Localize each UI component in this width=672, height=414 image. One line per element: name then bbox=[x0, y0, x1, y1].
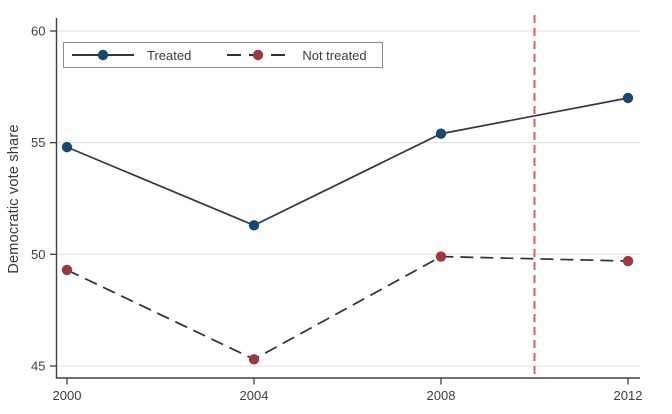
y-tick-label: 60 bbox=[31, 24, 45, 39]
data-point bbox=[248, 354, 260, 365]
data-point bbox=[61, 264, 73, 276]
y-tick-label: 55 bbox=[31, 135, 45, 150]
series-line-treated bbox=[66, 97, 629, 227]
legend-item-not-treated: Not treated bbox=[227, 47, 367, 63]
y-tick-label: 45 bbox=[31, 359, 45, 374]
not-treated-line-sample-icon bbox=[227, 49, 290, 61]
data-point bbox=[622, 92, 634, 104]
legend-label-not-treated: Not treated bbox=[302, 47, 367, 63]
x-tick-label: 2004 bbox=[240, 388, 269, 403]
y-axis-title: Democratic vote share bbox=[6, 124, 22, 274]
treated-line-sample-icon bbox=[72, 49, 134, 61]
x-tick-label: 2008 bbox=[427, 388, 456, 403]
legend: Treated Not treated bbox=[63, 42, 383, 68]
data-point bbox=[248, 220, 260, 231]
series-line-not-treated bbox=[66, 255, 629, 361]
data-point bbox=[435, 128, 447, 139]
data-point bbox=[435, 251, 447, 262]
x-tick-label: 2012 bbox=[614, 388, 643, 403]
data-point bbox=[622, 255, 634, 267]
legend-label-treated: Treated bbox=[147, 47, 192, 63]
y-tick-label: 50 bbox=[31, 247, 45, 262]
legend-item-treated: Treated bbox=[72, 48, 191, 63]
x-tick-label: 2000 bbox=[53, 388, 82, 403]
data-point bbox=[61, 141, 73, 153]
